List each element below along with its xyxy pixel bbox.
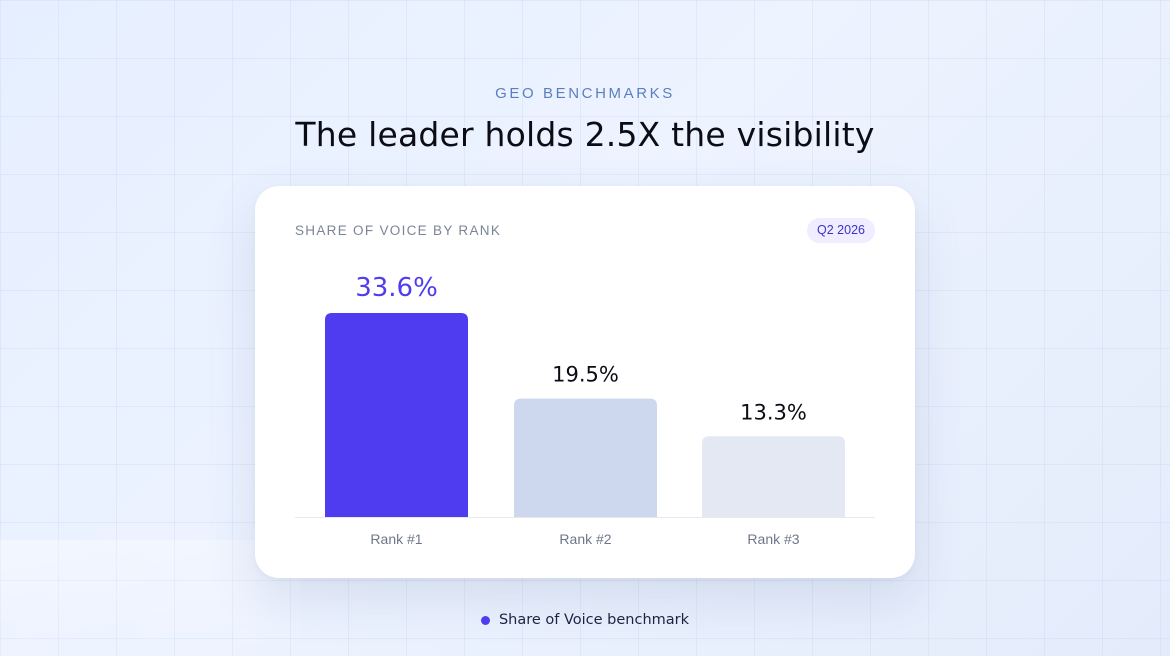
period-badge: Q2 2026 <box>807 218 875 243</box>
legend-label: Share of Voice benchmark <box>498 612 690 628</box>
legend-dot <box>480 615 490 625</box>
bar-rank-2 <box>514 398 657 517</box>
section-eyebrow: GEO BENCHMARKS <box>495 85 675 102</box>
chart-card: 33.6% Rank #1 19.5% Rank #2 13.3% Rank #3 SHA… <box>255 186 915 578</box>
bar-rank-1 <box>325 313 468 517</box>
value-label-rank-2: 19.5% <box>552 363 619 387</box>
bar-rank-3 <box>702 436 845 517</box>
page-title: The leader holds 2.5X the visibility <box>295 115 875 154</box>
category-label-rank-1: Rank #1 <box>370 531 422 547</box>
chart-title: SHARE OF VOICE BY RANK <box>295 223 502 238</box>
category-label-rank-2: Rank #2 <box>559 531 611 547</box>
value-label-rank-3: 13.3% <box>740 400 807 424</box>
value-label-rank-1: 33.6% <box>355 273 438 303</box>
category-label-rank-3: Rank #3 <box>747 531 799 547</box>
background-light <box>0 540 300 656</box>
chart-legend: Share of Voice benchmark <box>0 610 1170 630</box>
bar-chart: 33.6% Rank #1 19.5% Rank #2 13.3% Rank #3 <box>295 273 875 547</box>
